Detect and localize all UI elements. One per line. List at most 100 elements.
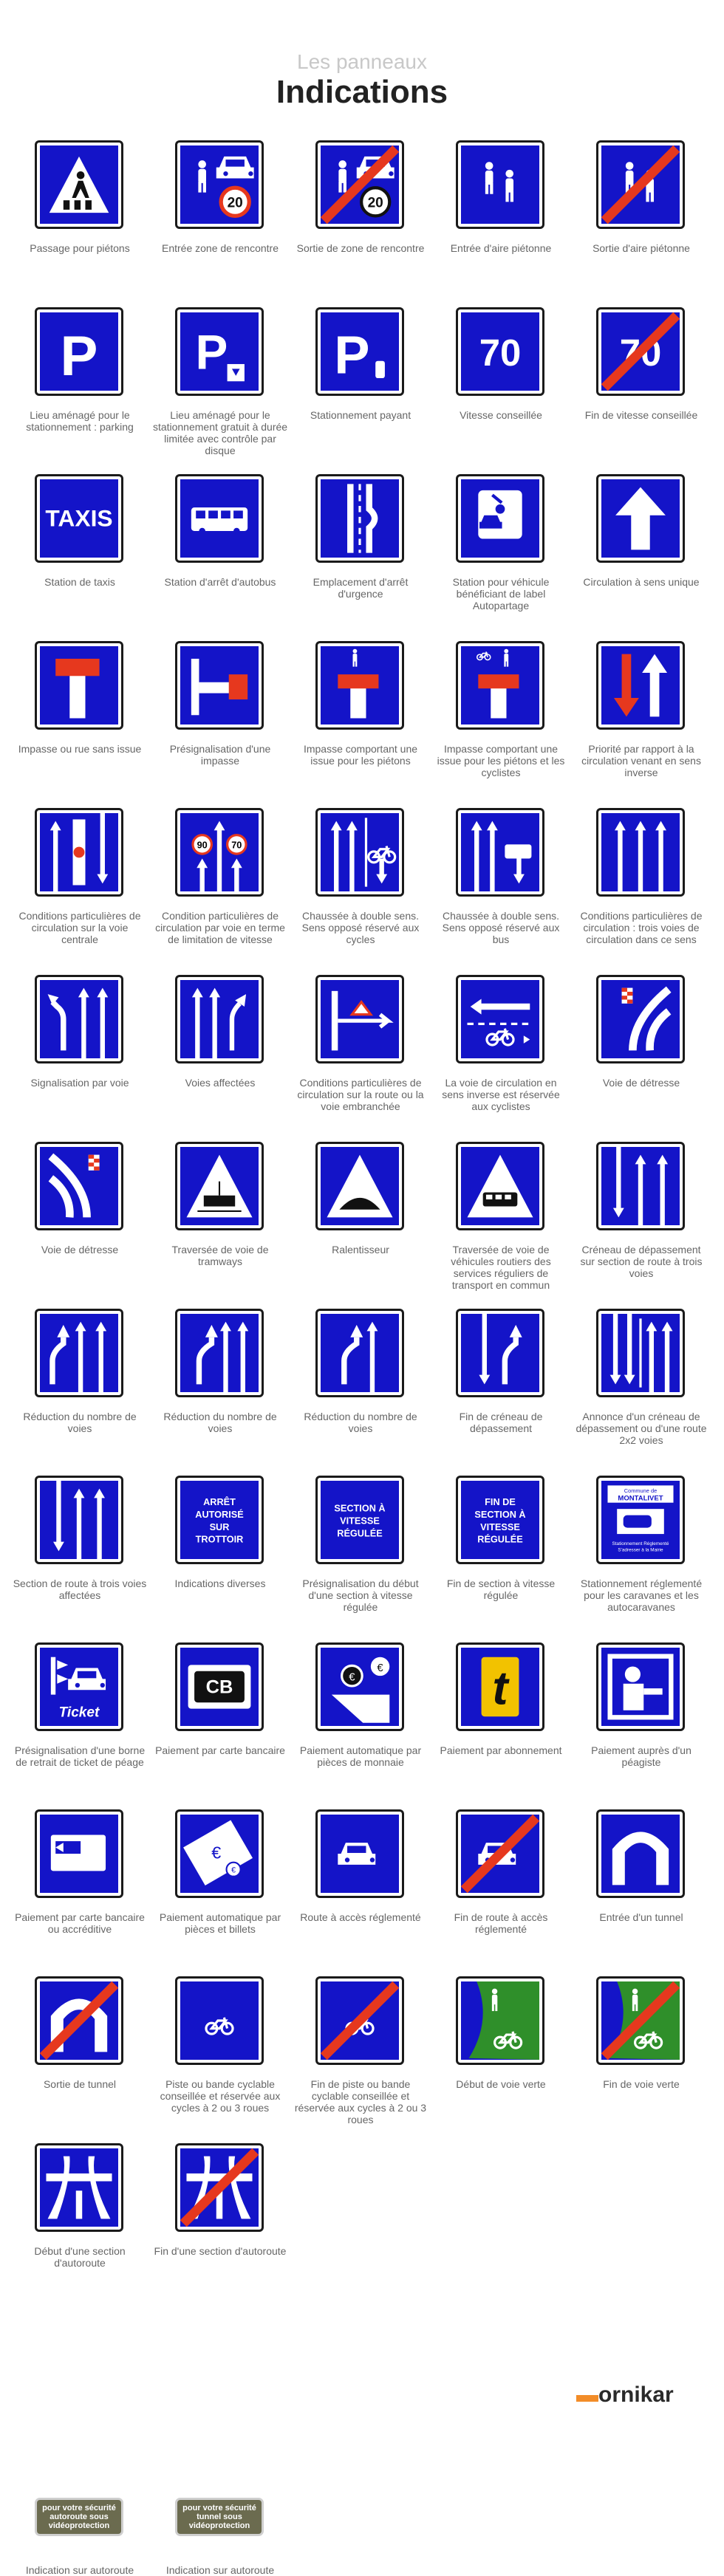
overtaking-end-icon bbox=[456, 1309, 544, 1397]
sign-label: Fin de piste ou bande cyclable conseillé… bbox=[294, 2078, 427, 2125]
sign-label: Paiement automatique par pièces et bille… bbox=[159, 1911, 281, 1935]
svg-text:€: € bbox=[231, 1866, 236, 1874]
card-payment-icon: CB bbox=[175, 1642, 264, 1731]
tram-crossing-icon bbox=[175, 1142, 264, 1230]
svg-text:SECTION À: SECTION À bbox=[474, 1509, 525, 1520]
regulated-road-end-icon bbox=[456, 1809, 544, 1898]
sign-label: Paiement automatique par pièces de monna… bbox=[299, 1744, 422, 1768]
sign-label: Paiement auprès d'un péagiste bbox=[591, 1744, 691, 1768]
dead-end-pedestrian-cycle-icon bbox=[456, 641, 544, 730]
page-kicker: Les panneaux bbox=[297, 50, 427, 73]
sign-label: Lieu aménagé pour le stationnement gratu… bbox=[152, 409, 288, 456]
sign-label: Priorité par rapport à la circulation ve… bbox=[581, 743, 701, 778]
pedestrian-area-icon bbox=[456, 140, 544, 229]
sign-label: Début de voie verte bbox=[456, 2078, 546, 2090]
emergency-stop-icon bbox=[315, 474, 404, 563]
page-title: Indications bbox=[276, 74, 448, 110]
taxi-icon: TAXIS bbox=[35, 474, 123, 563]
sign-label: Paiement par carte bancaire ou accréditi… bbox=[15, 1911, 145, 1935]
sign-label: Station de taxis bbox=[44, 576, 115, 588]
sign-label: Début d'une section d'autoroute bbox=[34, 2245, 126, 2269]
pedestrian-area-end-icon bbox=[596, 140, 685, 229]
parking-icon: P bbox=[35, 307, 123, 396]
svg-text:CB: CB bbox=[206, 1676, 233, 1697]
meeting-zone-end-icon: 20 bbox=[315, 140, 404, 229]
brand-name: ornikar bbox=[598, 2383, 674, 2407]
advised-speed-icon: 70 bbox=[456, 307, 544, 396]
lane-reduction-2-icon bbox=[175, 1309, 264, 1397]
sign-label: Emplacement d'arrêt d'urgence bbox=[313, 576, 409, 600]
lane-reduction-3-icon bbox=[35, 1309, 123, 1397]
brand-logo: ▬ornikar bbox=[576, 2383, 674, 2408]
sign-label: Vitesse conseillée bbox=[460, 409, 542, 421]
svg-text:€: € bbox=[349, 1672, 355, 1684]
tunnel-icon bbox=[596, 1809, 685, 1898]
svg-text:TAXIS: TAXIS bbox=[45, 505, 112, 532]
sign-label: Entrée d'un tunnel bbox=[599, 1911, 683, 1923]
sign-label: Paiement par abonnement bbox=[440, 1744, 562, 1756]
subscription-payment-icon: t bbox=[456, 1642, 544, 1731]
svg-text:Commune de: Commune de bbox=[624, 1487, 657, 1494]
assigned-lanes-icon bbox=[175, 975, 264, 1063]
paid-parking-icon: P bbox=[315, 307, 404, 396]
svg-text:P: P bbox=[195, 325, 228, 379]
sign-label: La voie de circulation en sens inverse e… bbox=[442, 1077, 560, 1112]
sign-label: Ralentisseur bbox=[332, 1244, 389, 1256]
svg-text:P: P bbox=[61, 325, 98, 388]
sign-label: Fin de route à accès réglementé bbox=[454, 1911, 548, 1935]
sign-label: Fin de créneau de dépassement bbox=[459, 1411, 543, 1434]
brand-mark-icon: ▬ bbox=[576, 2383, 598, 2407]
sign-label: Station d'arrêt d'autobus bbox=[164, 576, 276, 588]
credit-card-icon bbox=[35, 1809, 123, 1898]
svg-text:AUTORISÉ: AUTORISÉ bbox=[195, 1509, 243, 1520]
advised-speed-end-icon: 70 bbox=[596, 307, 685, 396]
sign-label: Conditions particulières de circulation … bbox=[297, 1077, 424, 1112]
sign-label: Voie de détresse bbox=[602, 1077, 680, 1089]
sign-label: Réduction du nombre de voies bbox=[304, 1411, 417, 1434]
svg-text:20: 20 bbox=[228, 196, 243, 211]
svg-text:90: 90 bbox=[197, 840, 208, 851]
sign-label: Fin d'une section d'autoroute bbox=[154, 2245, 287, 2257]
sign-label: Conditions particulières de circulation … bbox=[580, 910, 703, 945]
sign-label: Fin de vitesse conseillée bbox=[584, 409, 698, 421]
svg-text:70: 70 bbox=[479, 332, 522, 374]
meeting-zone-icon: 20 bbox=[175, 140, 264, 229]
branch-road-icon bbox=[315, 975, 404, 1063]
sign-label: Présignalisation d'une borne de retrait … bbox=[14, 1744, 146, 1768]
sign-label: Section de route à trois voies affectées bbox=[13, 1578, 147, 1601]
coin-payment-icon: € € bbox=[315, 1642, 404, 1731]
sign-label: Traversée de voie de tramways bbox=[171, 1244, 269, 1267]
svg-text:VITESSE: VITESSE bbox=[340, 1515, 380, 1526]
one-way-icon bbox=[596, 474, 685, 563]
sign-label: Sortie d'aire piétonne bbox=[592, 242, 690, 254]
dead-end-pedestrian-icon bbox=[315, 641, 404, 730]
svg-text:€: € bbox=[211, 1843, 221, 1862]
speed-bump-icon bbox=[315, 1142, 404, 1230]
contraflow-cycle-icon bbox=[315, 808, 404, 897]
three-lanes-icon bbox=[596, 808, 685, 897]
sign-label: Annonce d'un créneau de dépassement ou d… bbox=[576, 1411, 707, 1446]
overtaking-announce-icon bbox=[596, 1309, 685, 1397]
dead-end-ahead-icon bbox=[175, 641, 264, 730]
pedestrian-crossing-icon bbox=[35, 140, 123, 229]
motorway-icon bbox=[35, 2143, 123, 2232]
greenway-end-icon bbox=[596, 1976, 685, 2065]
video-protection-plate: pour votre sécurité tunnel sous vidéopro… bbox=[175, 2498, 264, 2536]
text-sign-icon: SECTION À VITESSE RÉGULÉE bbox=[315, 1476, 404, 1564]
sign-label: Conditions particulières de circulation … bbox=[18, 910, 141, 945]
sign-label: Sortie de tunnel bbox=[43, 2078, 117, 2090]
contraflow-bus-icon bbox=[456, 808, 544, 897]
svg-text:SECTION À: SECTION À bbox=[334, 1502, 385, 1513]
sign-label: Indications diverses bbox=[174, 1578, 266, 1589]
sign-label: Stationnement réglementé pour les carava… bbox=[580, 1578, 703, 1613]
sign-label: Fin de voie verte bbox=[603, 2078, 680, 2090]
parking-disc-icon: P bbox=[175, 307, 264, 396]
caravan-parking-icon: Commune de MONTALIVET Stationnement Réglem… bbox=[596, 1476, 685, 1564]
car-sharing-icon bbox=[456, 474, 544, 563]
svg-text:TROTTOIR: TROTTOIR bbox=[196, 1534, 244, 1545]
sign-label: Piste ou bande cyclable conseillée et ré… bbox=[160, 2078, 281, 2114]
cycle-lane-end-icon bbox=[315, 1976, 404, 2065]
svg-text:ARRÊT: ARRÊT bbox=[203, 1496, 236, 1507]
three-lane-section-icon bbox=[35, 1476, 123, 1564]
sign-label: Route à accès réglementé bbox=[300, 1911, 421, 1923]
